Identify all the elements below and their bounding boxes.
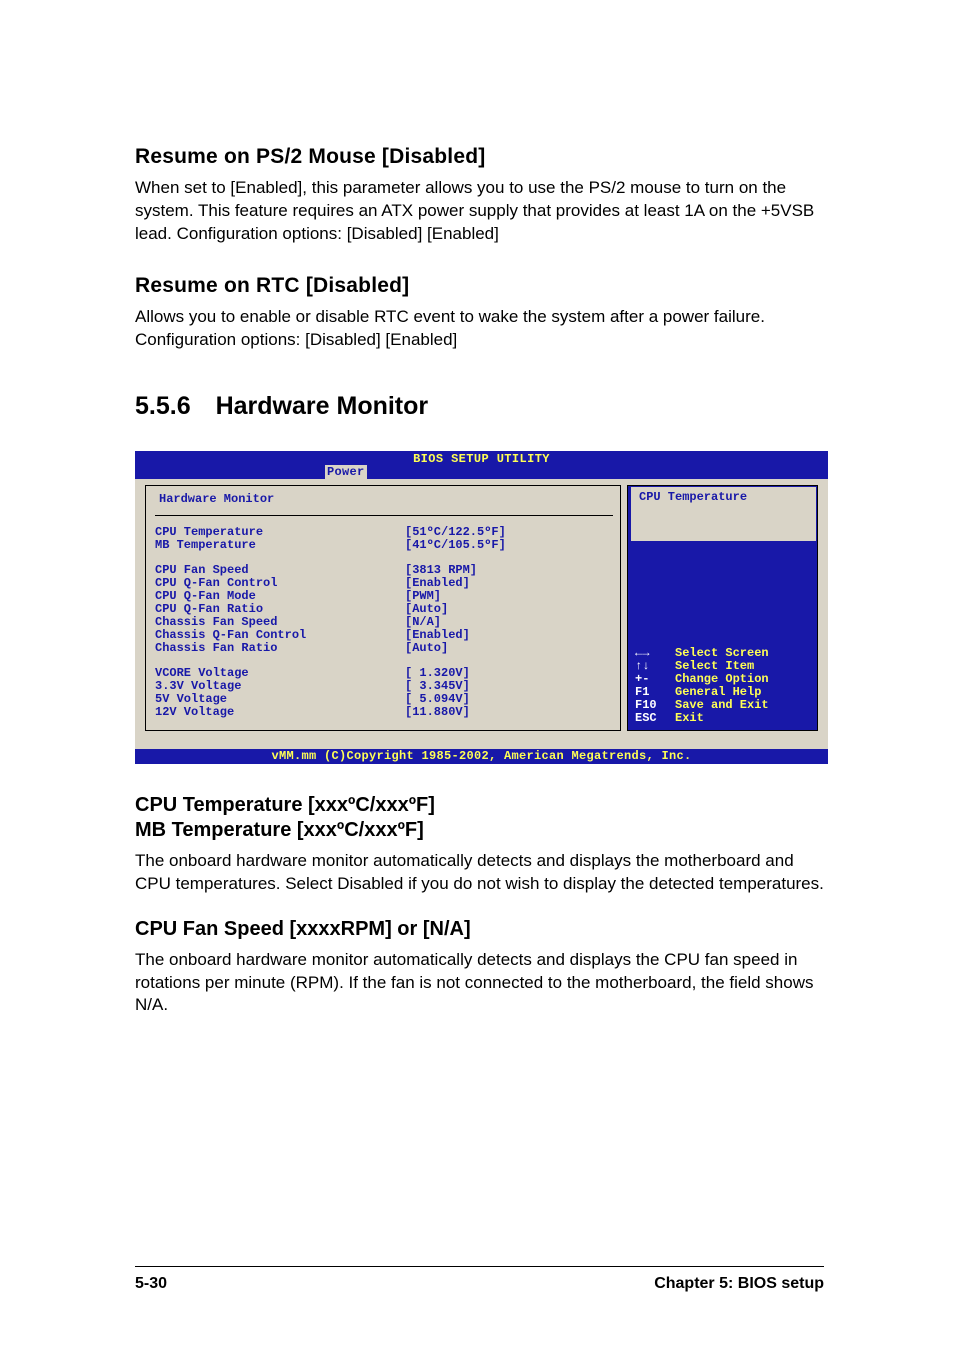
heading-ps2: Resume on PS/2 Mouse [Disabled]: [135, 145, 824, 169]
bios-nav-action: Save and Exit: [675, 699, 769, 711]
bios-setting-label: CPU Q-Fan Control: [155, 577, 405, 589]
page-footer: 5-30 Chapter 5: BIOS setup: [135, 1266, 824, 1293]
heading-hardware-monitor: 5.5.6 Hardware Monitor: [135, 392, 824, 421]
bios-setting-value: [ 5.094V]: [405, 693, 470, 705]
bios-setting-value: [ 3.345V]: [405, 680, 470, 692]
bios-setting-value: [41ºC/105.5ºF]: [405, 539, 506, 551]
bios-setting-row[interactable]: CPU Q-Fan Mode[PWM]: [155, 590, 613, 603]
bios-setting-value: [Enabled]: [405, 629, 470, 641]
bios-setting-label: 5V Voltage: [155, 693, 405, 705]
chapter-label: Chapter 5: BIOS setup: [654, 1275, 824, 1293]
bios-nav-row: ←→Select Screen: [635, 647, 814, 660]
bios-screenshot: BIOS SETUP UTILITY Power Hardware Monito…: [135, 451, 828, 764]
bios-setting-row[interactable]: Chassis Fan Speed[N/A]: [155, 616, 613, 629]
bios-nav-key: ↑↓: [635, 660, 675, 672]
bios-nav-help: ←→Select Screen↑↓Select Item+-Change Opt…: [635, 647, 814, 725]
bios-group-temps: CPU Temperature[51ºC/122.5ºF]MB Temperat…: [155, 526, 613, 552]
bios-setting-row[interactable]: Chassis Q-Fan Control[Enabled]: [155, 629, 613, 642]
bios-setting-row[interactable]: MB Temperature[41ºC/105.5ºF]: [155, 539, 613, 552]
bios-setting-value: [Auto]: [405, 603, 448, 615]
bios-setting-label: VCORE Voltage: [155, 667, 405, 679]
bios-nav-key: +-: [635, 673, 675, 685]
bios-setting-label: CPU Temperature: [155, 526, 405, 538]
bios-setting-label: Chassis Fan Ratio: [155, 642, 405, 654]
bios-setting-value: [PWM]: [405, 590, 441, 602]
bios-setting-row[interactable]: 5V Voltage[ 5.094V]: [155, 693, 613, 706]
bios-setting-label: CPU Q-Fan Ratio: [155, 603, 405, 615]
body-cpu-fan-speed: The onboard hardware monitor automatical…: [135, 949, 824, 1018]
heading-cpu-temp: CPU Temperature [xxxºC/xxxºF]: [135, 794, 824, 817]
bios-nav-row: F10Save and Exit: [635, 699, 814, 712]
bios-nav-row: +-Change Option: [635, 673, 814, 686]
bios-nav-row: ↑↓Select Item: [635, 660, 814, 673]
bios-setting-row[interactable]: CPU Fan Speed[3813 RPM]: [155, 564, 613, 577]
heading-mb-temp: MB Temperature [xxxºC/xxxºF]: [135, 819, 824, 842]
bios-group-voltages: VCORE Voltage[ 1.320V]3.3V Voltage[ 3.34…: [155, 667, 613, 719]
bios-nav-action: Select Screen: [675, 647, 769, 659]
bios-right-panel: CPU Temperature ←→Select Screen↑↓Select …: [623, 479, 828, 749]
bios-setting-label: 12V Voltage: [155, 706, 405, 718]
body-temp: The onboard hardware monitor automatical…: [135, 850, 824, 896]
bios-tab-row: Power: [135, 465, 828, 479]
bios-setting-row[interactable]: CPU Q-Fan Control[Enabled]: [155, 577, 613, 590]
bios-nav-key: ←→: [635, 647, 675, 659]
bios-nav-row: ESCExit: [635, 712, 814, 725]
bios-setting-row[interactable]: VCORE Voltage[ 1.320V]: [155, 667, 613, 680]
bios-setting-row[interactable]: Chassis Fan Ratio[Auto]: [155, 642, 613, 655]
bios-nav-key: ESC: [635, 712, 675, 724]
bios-nav-action: Select Item: [675, 660, 754, 672]
bios-title: BIOS SETUP UTILITY: [135, 451, 828, 465]
page-number: 5-30: [135, 1275, 167, 1293]
bios-setting-value: [Auto]: [405, 642, 448, 654]
bios-setting-value: [ 1.320V]: [405, 667, 470, 679]
heading-cpu-fan-speed: CPU Fan Speed [xxxxRPM] or [N/A]: [135, 918, 824, 941]
bios-setting-value: [N/A]: [405, 616, 441, 628]
bios-group-fans: CPU Fan Speed[3813 RPM]CPU Q-Fan Control…: [155, 564, 613, 655]
bios-setting-label: 3.3V Voltage: [155, 680, 405, 692]
bios-setting-label: Chassis Fan Speed: [155, 616, 405, 628]
heading-rtc: Resume on RTC [Disabled]: [135, 274, 824, 298]
bios-setting-value: [11.880V]: [405, 706, 470, 718]
bios-setting-row[interactable]: 3.3V Voltage[ 3.345V]: [155, 680, 613, 693]
bios-nav-action: Exit: [675, 712, 704, 724]
bios-setting-label: CPU Q-Fan Mode: [155, 590, 405, 602]
bios-setting-value: [51ºC/122.5ºF]: [405, 526, 506, 538]
bios-nav-action: General Help: [675, 686, 761, 698]
bios-setting-row[interactable]: CPU Q-Fan Ratio[Auto]: [155, 603, 613, 616]
bios-copyright: vMM.mm (C)Copyright 1985-2002, American …: [135, 749, 828, 764]
bios-nav-row: F1General Help: [635, 686, 814, 699]
bios-left-panel: Hardware Monitor CPU Temperature[51ºC/12…: [135, 479, 623, 749]
bios-help-title: CPU Temperature: [631, 487, 816, 541]
bios-nav-action: Change Option: [675, 673, 769, 685]
bios-panel-title: Hardware Monitor: [155, 489, 613, 515]
bios-setting-value: [Enabled]: [405, 577, 470, 589]
bios-setting-label: CPU Fan Speed: [155, 564, 405, 576]
body-ps2: When set to [Enabled], this parameter al…: [135, 177, 824, 246]
bios-nav-key: F1: [635, 686, 675, 698]
bios-setting-row[interactable]: CPU Temperature[51ºC/122.5ºF]: [155, 526, 613, 539]
bios-nav-key: F10: [635, 699, 675, 711]
bios-setting-row[interactable]: 12V Voltage[11.880V]: [155, 706, 613, 719]
body-rtc: Allows you to enable or disable RTC even…: [135, 306, 824, 352]
bios-setting-label: Chassis Q-Fan Control: [155, 629, 405, 641]
bios-setting-label: MB Temperature: [155, 539, 405, 551]
bios-tab-power[interactable]: Power: [325, 465, 367, 479]
bios-setting-value: [3813 RPM]: [405, 564, 477, 576]
